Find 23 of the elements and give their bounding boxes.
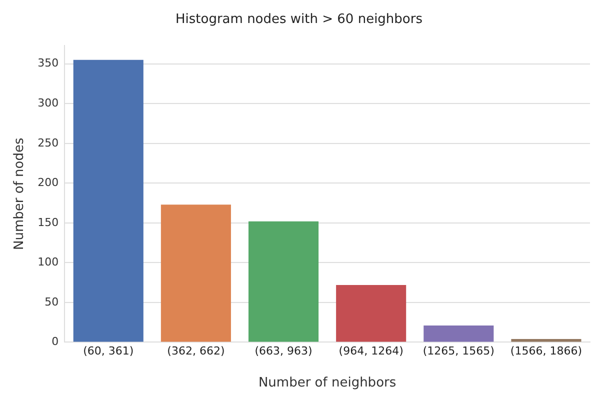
- y-tick-label: 150: [38, 216, 59, 229]
- bar: [424, 326, 494, 342]
- bar: [511, 339, 582, 342]
- chart-title: Histogram nodes with > 60 neighbors: [176, 12, 423, 28]
- bar: [73, 60, 144, 342]
- y-tick-label: 100: [38, 256, 59, 269]
- y-axis-title: Number of nodes: [12, 138, 28, 250]
- y-tick-label: 300: [38, 96, 59, 110]
- y-tick-label: 250: [38, 136, 59, 150]
- y-tick-label: 50: [44, 295, 59, 308]
- y-tick-label: 0: [52, 335, 59, 348]
- bar: [336, 284, 406, 342]
- x-tick-label: (964, 1264): [338, 344, 404, 358]
- bar: [248, 221, 319, 342]
- bar: [160, 204, 231, 342]
- x-tick-label: (663, 963): [254, 344, 312, 358]
- x-axis-title: Number of neighbors: [258, 376, 396, 391]
- x-tick-label: (60, 361): [83, 344, 134, 358]
- x-tick-label: (1265, 1565): [422, 344, 494, 358]
- x-tick-label: (362, 662): [167, 344, 225, 358]
- y-tick-label: 200: [38, 176, 59, 190]
- y-tick-label: 350: [38, 56, 59, 70]
- x-tick-label: (1566, 1866): [510, 344, 582, 358]
